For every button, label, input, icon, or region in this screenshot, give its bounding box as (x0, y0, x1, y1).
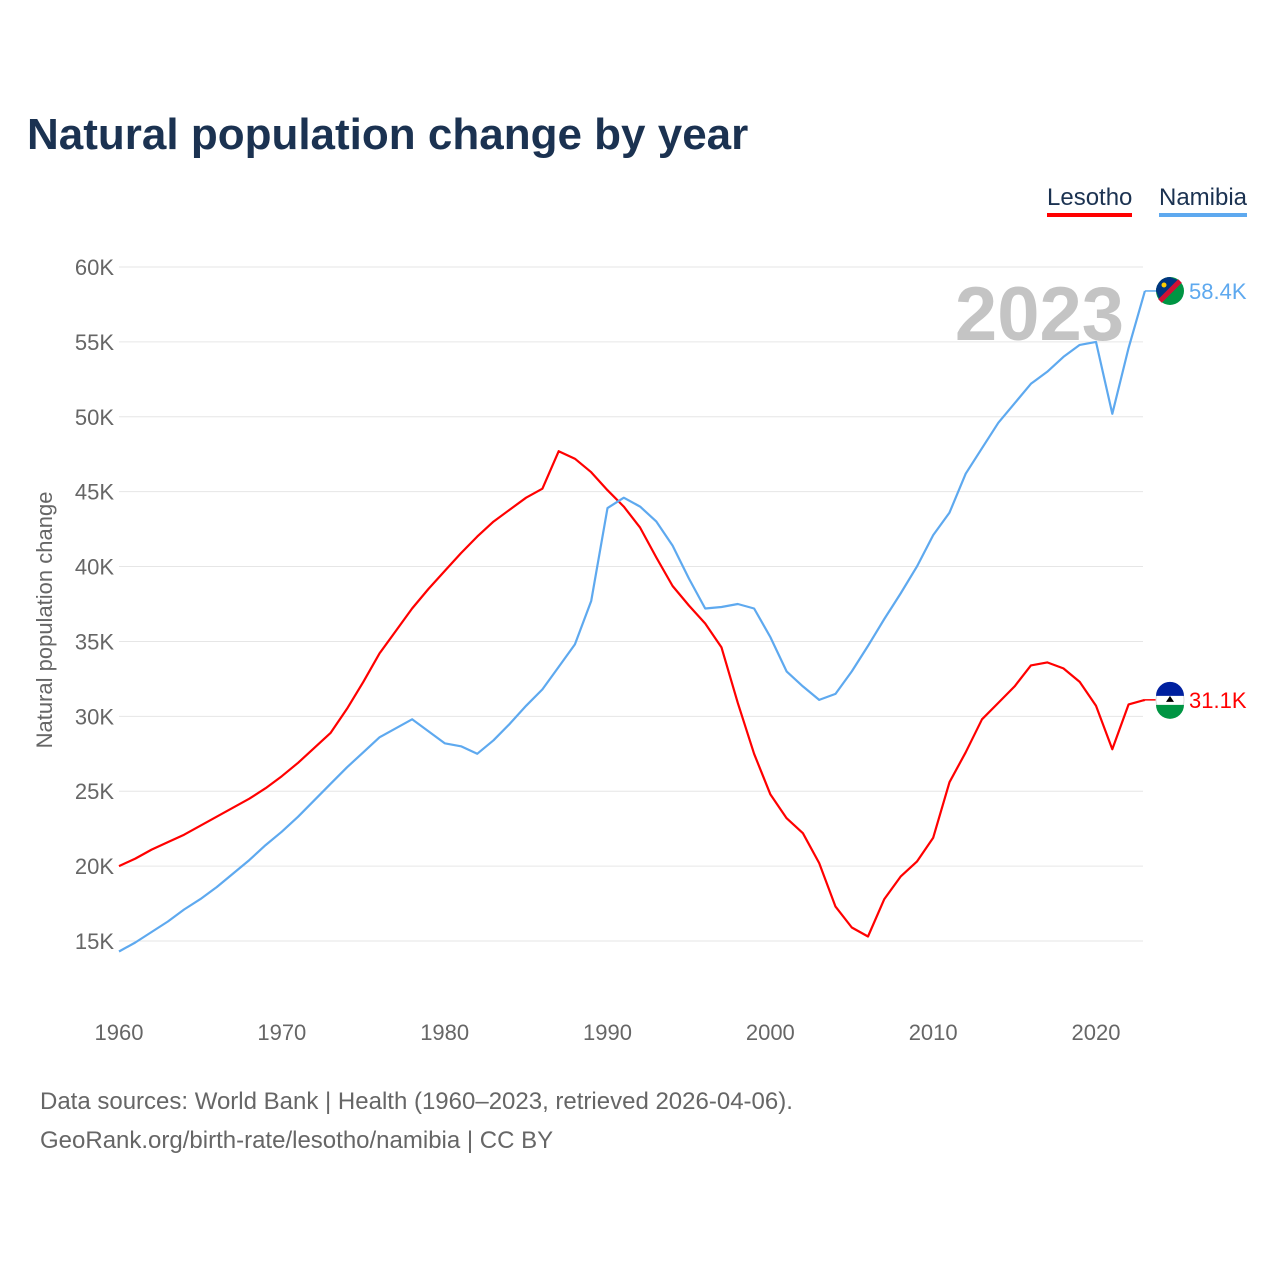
legend-lesotho[interactable]: Lesotho (1047, 184, 1133, 217)
x-tick-label: 1980 (420, 1020, 469, 1045)
y-axis-label: Natural population change (32, 492, 57, 749)
series-line-lesotho (118, 450, 1146, 938)
namibia-sun (1161, 282, 1167, 288)
x-tick-label: 2000 (746, 1020, 795, 1045)
end-value-label-namibia: 58.4K (1189, 279, 1247, 304)
y-tick-label: 25K (75, 779, 114, 804)
end-value-label-lesotho: 31.1K (1189, 688, 1247, 713)
lesotho-hat (1166, 695, 1174, 702)
lesotho-flag-blue (1156, 681, 1184, 696)
y-tick-label: 15K (75, 929, 114, 954)
x-tick-label: 2020 (1072, 1020, 1121, 1045)
namibia-flag-red (1158, 279, 1182, 303)
y-tick-label: 60K (75, 255, 114, 280)
x-tick-label: 1970 (257, 1020, 306, 1045)
y-tick-label: 55K (75, 330, 114, 355)
x-tick-label: 2010 (909, 1020, 958, 1045)
y-tick-label: 45K (75, 480, 114, 505)
legend-namibia[interactable]: Namibia (1159, 184, 1248, 217)
y-tick-label: 30K (75, 704, 114, 729)
x-tick-label: 1990 (583, 1020, 632, 1045)
lesotho-flag-green (1156, 704, 1184, 719)
y-tick-label: 50K (75, 405, 114, 430)
chart-title: Natural population change by year (27, 110, 749, 159)
y-tick-label: 35K (75, 629, 114, 654)
x-tick-label: 1960 (95, 1020, 144, 1045)
namibia-flag-blue (1156, 276, 1180, 301)
y-tick-label: 40K (75, 555, 114, 580)
y-tick-label: 20K (75, 854, 114, 879)
year-annotation: 2023 (955, 272, 1124, 357)
source-line: Data sources: World Bank | Health (1960–… (40, 1088, 793, 1115)
series-line-namibia (118, 290, 1146, 953)
source-link[interactable]: GeoRank.org/birth-rate/lesotho/namibia |… (40, 1127, 554, 1154)
